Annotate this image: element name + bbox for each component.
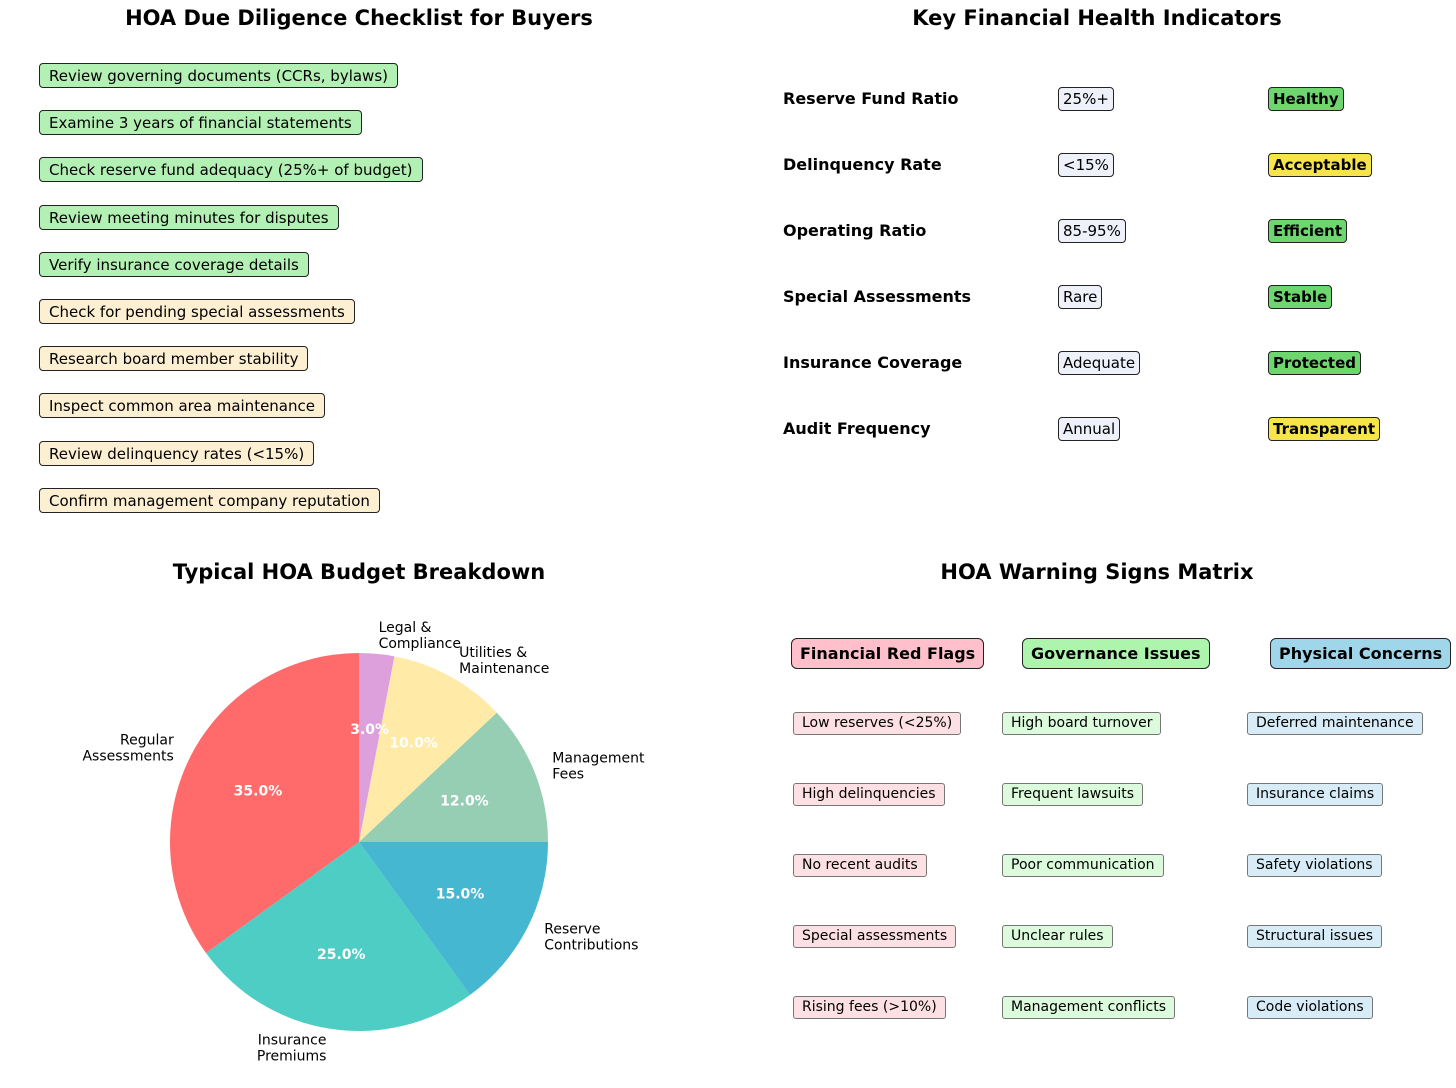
matrix-item: Rising fees (>10%) bbox=[793, 996, 946, 1019]
indicator-name: Insurance Coverage bbox=[783, 353, 963, 372]
matrix-item: Unclear rules bbox=[1002, 925, 1113, 948]
checklist-item: Review delinquency rates (<15%) bbox=[39, 440, 315, 466]
indicator-name: Delinquency Rate bbox=[783, 155, 942, 174]
matrix-item: Code violations bbox=[1247, 996, 1373, 1019]
indicator-value: 25%+ bbox=[1058, 87, 1114, 111]
checklist-item: Review meeting minutes for disputes bbox=[39, 204, 339, 230]
pie-category-label: Utilities & Maintenance bbox=[459, 645, 549, 677]
pie-slice bbox=[359, 842, 548, 995]
indicator-value: Rare bbox=[1058, 285, 1103, 309]
indicator-status-badge: Acceptable bbox=[1268, 153, 1372, 177]
indicator-name: Special Assessments bbox=[783, 287, 972, 306]
matrix-item: Insurance claims bbox=[1247, 783, 1384, 806]
pie-slice bbox=[359, 712, 548, 842]
checklist-item: Inspect common area maintenance bbox=[39, 393, 325, 419]
checklist-item: Review governing documents (CCRs, bylaws… bbox=[39, 63, 398, 88]
indicator-name: Operating Ratio bbox=[783, 221, 927, 240]
pie-category-label: Insurance Premiums bbox=[257, 1032, 327, 1064]
pie-category-label: Reserve Contributions bbox=[544, 921, 638, 953]
pie-category-label: Legal & Compliance bbox=[379, 620, 461, 652]
matrix-item: Safety violations bbox=[1247, 854, 1382, 877]
indicator-status-badge: Efficient bbox=[1268, 219, 1348, 243]
indicator-status-badge: Transparent bbox=[1268, 417, 1380, 441]
matrix-item: Structural issues bbox=[1247, 925, 1382, 948]
matrix-item: Special assessments bbox=[793, 925, 957, 948]
indicators-title: Key Financial Health Indicators bbox=[912, 6, 1282, 30]
indicator-value: <15% bbox=[1058, 153, 1114, 177]
indicator-value: Adequate bbox=[1058, 351, 1141, 375]
checklist-title: HOA Due Diligence Checklist for Buyers bbox=[125, 6, 593, 30]
matrix-title: HOA Warning Signs Matrix bbox=[940, 560, 1254, 584]
indicator-value: 85-95% bbox=[1058, 219, 1126, 243]
pie-slice bbox=[359, 656, 497, 842]
indicator-status-badge: Stable bbox=[1268, 285, 1333, 309]
matrix-item: Management conflicts bbox=[1002, 996, 1175, 1019]
matrix-item: Deferred maintenance bbox=[1247, 712, 1423, 735]
indicator-status-badge: Healthy bbox=[1268, 87, 1344, 111]
checklist-item: Check reserve fund adequacy (25%+ of bud… bbox=[39, 157, 423, 183]
matrix-column-header: Governance Issues bbox=[1022, 638, 1210, 669]
matrix-item: Poor communication bbox=[1002, 854, 1164, 877]
pie-category-label: Management Fees bbox=[552, 750, 645, 782]
pie-percent-label: 15.0% bbox=[436, 886, 485, 902]
checklist-item: Check for pending special assessments bbox=[39, 299, 355, 324]
pie-percent-label: 12.0% bbox=[440, 793, 489, 809]
matrix-item: Low reserves (<25%) bbox=[793, 712, 962, 735]
matrix-column-header: Physical Concerns bbox=[1270, 638, 1452, 669]
budget-pie-chart: 35.0% Regular Assessments 25.0% Insurance Pre… bbox=[82, 620, 645, 1064]
checklist-item: Examine 3 years of financial statements bbox=[39, 110, 362, 136]
pie-percent-label: 3.0% bbox=[350, 722, 389, 738]
pie-percent-label: 25.0% bbox=[317, 947, 366, 963]
chart-title: Typical HOA Budget Breakdown bbox=[172, 560, 546, 584]
checklist-item: Research board member stability bbox=[39, 346, 309, 372]
checklist-item: Verify insurance coverage details bbox=[39, 251, 309, 277]
pie-percent-label: 35.0% bbox=[234, 784, 283, 800]
matrix-item: Frequent lawsuits bbox=[1002, 783, 1144, 806]
pie-percent-label: 10.0% bbox=[389, 736, 438, 752]
pie-slice bbox=[206, 842, 471, 1031]
pie-slice bbox=[170, 653, 359, 954]
indicator-status-badge: Protected bbox=[1268, 351, 1362, 375]
matrix-item: No recent audits bbox=[793, 854, 927, 877]
indicator-value: Annual bbox=[1058, 417, 1121, 441]
pie-slice bbox=[359, 653, 395, 842]
pie-category-label: Regular Assessments bbox=[82, 733, 174, 765]
indicator-name: Audit Frequency bbox=[783, 419, 931, 438]
matrix-column-header: Financial Red Flags bbox=[791, 638, 985, 669]
matrix-item: High board turnover bbox=[1002, 712, 1162, 735]
indicator-name: Reserve Fund Ratio bbox=[783, 89, 959, 108]
checklist-item: Confirm management company reputation bbox=[39, 487, 380, 513]
matrix-item: High delinquencies bbox=[793, 783, 945, 806]
